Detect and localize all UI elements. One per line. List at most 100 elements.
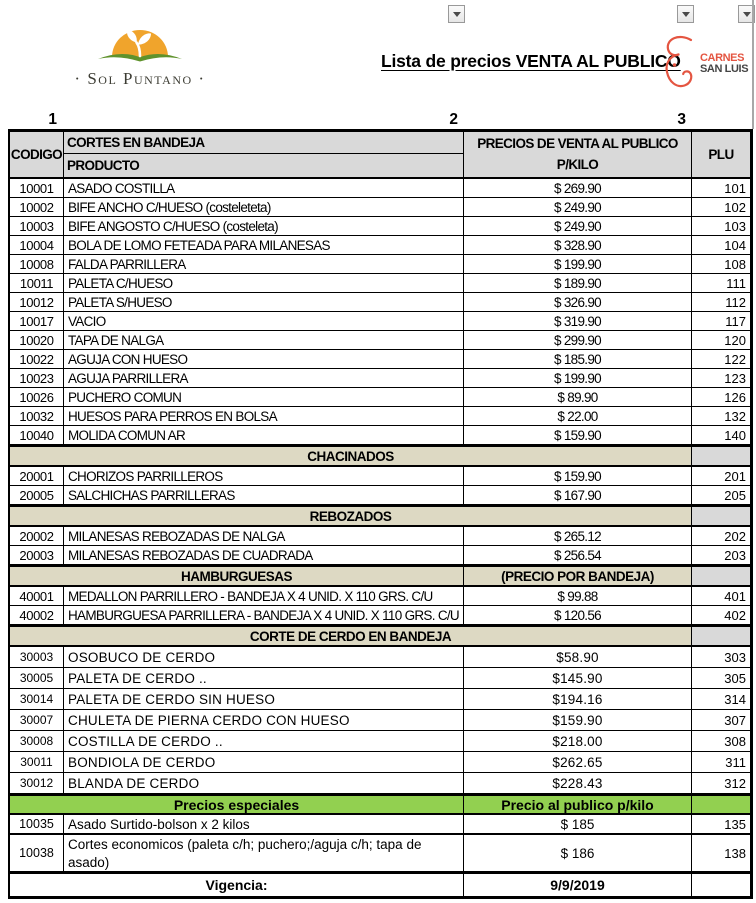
- plu-cell: 311: [725, 754, 746, 770]
- price-cell: $ 328.90: [464, 236, 692, 254]
- table-row: 30011 BONDIOLA DE CERDO $262.65 311: [10, 752, 750, 773]
- product-cell: PALETA DE CERDO SIN HUESO: [64, 689, 464, 709]
- product-cell: BONDIOLA DE CERDO: [64, 752, 464, 772]
- product-cell: FALDA PARRILLERA: [64, 255, 464, 273]
- product-cell: AGUJA PARRILLERA: [64, 369, 464, 387]
- vigencia-label: Vigencia:: [10, 874, 464, 896]
- price-cell: $ 159.90: [464, 426, 692, 444]
- table-row: 10026 PUCHERO COMUN $ 89.90 126: [10, 388, 750, 407]
- carnes-text: CARNES: [700, 51, 745, 64]
- price-cell: $ 326.90: [464, 293, 692, 311]
- price-cell: $ 167.90: [464, 486, 692, 504]
- table-row: 20005 SALCHICHAS PARRILLERAS $ 167.90 205: [10, 486, 750, 505]
- plu-cell: 303: [724, 649, 746, 665]
- codigo-cell: 10002: [10, 198, 64, 216]
- price-cell: $ 185.90: [464, 350, 692, 368]
- codigo-cell: 10022: [10, 350, 64, 368]
- codigo-cell: 30005: [10, 668, 64, 688]
- chevron-down-icon: [742, 11, 751, 17]
- price-cell: $ 249.90: [464, 198, 692, 216]
- product-cell: VACIO: [64, 312, 464, 330]
- sol-puntano-logo: · Sol Puntano ·: [70, 24, 210, 92]
- table-row: Precios especiales Precio al publico p/ki…: [10, 794, 750, 815]
- section-label: CHACINADOS: [10, 447, 692, 465]
- codigo-cell: 10012: [10, 293, 64, 311]
- price-cell: $262.65: [464, 752, 692, 772]
- product-cell: PALETA S/HUESO: [64, 293, 464, 311]
- table-row: 10008 FALDA PARRILLERA $ 199.90 108: [10, 255, 750, 274]
- table-row: HAMBURGUESAS (PRECIO POR BANDEJA): [10, 565, 750, 587]
- table-row: Vigencia: 9/9/2019: [10, 873, 750, 896]
- table-row: 20003 MILANESAS REBOZADAS DE CUADRADA $ 25…: [10, 546, 750, 565]
- plu-cell: 112: [725, 294, 746, 310]
- table-row: 30005 PALETA DE CERDO .. $145.90 305: [10, 668, 750, 689]
- filter-dropdown-button[interactable]: [738, 5, 755, 23]
- table-row: 40001 MEDALLON PARRILLERO - BANDEJA X 4 U…: [10, 587, 750, 606]
- table-row: 20002 MILANESAS REBOZADAS DE NALGA $ 265.1…: [10, 527, 750, 546]
- product-cell: BIFE ANGOSTO C/HUESO (costeleta): [64, 217, 464, 235]
- page-title: Lista de precios VENTA AL PUBLICO: [381, 51, 681, 71]
- table-row: CORTE DE CERDO EN BANDEJA: [10, 625, 750, 647]
- product-cell: Cortes economicos (paleta c/h; puchero;/…: [64, 835, 464, 871]
- plu-cell: 307: [724, 712, 746, 728]
- product-cell: PALETA DE CERDO ..: [64, 668, 464, 688]
- filter-dropdown-button[interactable]: [448, 5, 465, 23]
- vigencia-date: 9/9/2019: [464, 874, 692, 896]
- header-cortes-en-bandeja: CORTES EN BANDEJA: [64, 132, 464, 154]
- product-cell: HUESOS PARA PERROS EN BOLSA: [64, 407, 464, 425]
- table-row: 10002 BIFE ANCHO C/HUESO (costeleteta) $ 2…: [10, 198, 750, 217]
- plu-cell: 122: [724, 351, 746, 367]
- table-row: 10038 Cortes economicos (paleta c/h; puch…: [10, 835, 750, 873]
- price-cell: $ 199.90: [464, 255, 692, 273]
- table-row: 10011 PALETA C/HUESO $ 189.90 111: [10, 274, 750, 293]
- codigo-cell: 10035: [10, 815, 64, 833]
- plu-cell: 117: [725, 313, 746, 329]
- product-cell: BLANDA DE CERDO: [64, 773, 464, 793]
- table-row: 10012 PALETA S/HUESO $ 326.90 112: [10, 293, 750, 312]
- codigo-cell: 30008: [10, 731, 64, 751]
- product-cell: PUCHERO COMUN: [64, 388, 464, 406]
- plu-cell: 203: [724, 547, 746, 563]
- codigo-cell: 20003: [10, 546, 64, 564]
- price-cell: $58.90: [464, 647, 692, 667]
- section-plu-cell: [692, 447, 750, 465]
- codigo-cell: 30007: [10, 710, 64, 730]
- table-row: 30014 PALETA DE CERDO SIN HUESO $194.16 314: [10, 689, 750, 710]
- chevron-down-icon: [681, 11, 690, 17]
- codigo-cell: 10011: [10, 274, 64, 292]
- cow-outline-icon: [665, 35, 693, 88]
- plu-cell: 108: [724, 256, 746, 272]
- price-table-body: 10001 ASADO COSTILLA $ 269.90 101 10002 BIFE …: [10, 179, 750, 896]
- codigo-cell: 20005: [10, 486, 64, 504]
- table-row: 10003 BIFE ANGOSTO C/HUESO (costeleta) $ 2…: [10, 217, 750, 236]
- codigo-cell: 20001: [10, 467, 64, 485]
- table-row: 10004 BOLA DE LOMO FETEADA PARA MILANESAS…: [10, 236, 750, 255]
- product-cell: SALCHICHAS PARRILLERAS: [64, 486, 464, 504]
- special-prices-plu-cell: [692, 796, 750, 813]
- filter-dropdown-button[interactable]: [677, 5, 694, 23]
- table-row: 30007 CHULETA DE PIERNA CERDO CON HUESO $1…: [10, 710, 750, 731]
- chevron-down-icon: [452, 11, 461, 17]
- price-cell: $ 249.90: [464, 217, 692, 235]
- codigo-cell: 40001: [10, 587, 64, 605]
- codigo-cell: 10001: [10, 179, 64, 197]
- header-precios-line2: P/KILO: [556, 156, 599, 172]
- codigo-cell: 10026: [10, 388, 64, 406]
- plu-cell: 201: [724, 468, 746, 484]
- plu-cell: 132: [724, 408, 746, 424]
- sol-puntano-wordmark: · Sol Puntano ·: [74, 69, 206, 88]
- price-cell: $ 89.90: [464, 388, 692, 406]
- price-cell: $ 99.88: [464, 587, 692, 605]
- price-cell: $ 256.54: [464, 546, 692, 564]
- product-cell: HAMBURGUESA PARRILLERA - BANDEJA X 4 UNI…: [64, 606, 464, 624]
- column-marker-1: 1: [48, 111, 57, 128]
- codigo-cell: 10004: [10, 236, 64, 254]
- table-row: 10023 AGUJA PARRILLERA $ 199.90 123: [10, 369, 750, 388]
- codigo-cell: 10040: [10, 426, 64, 444]
- plu-cell: 138: [724, 845, 746, 861]
- section-plu-cell: [692, 627, 750, 645]
- price-cell: $218.00: [464, 731, 692, 751]
- table-row: 10001 ASADO COSTILLA $ 269.90 101: [10, 179, 750, 198]
- product-cell: CHORIZOS PARRILLEROS: [64, 467, 464, 485]
- plu-cell: 140: [724, 427, 746, 443]
